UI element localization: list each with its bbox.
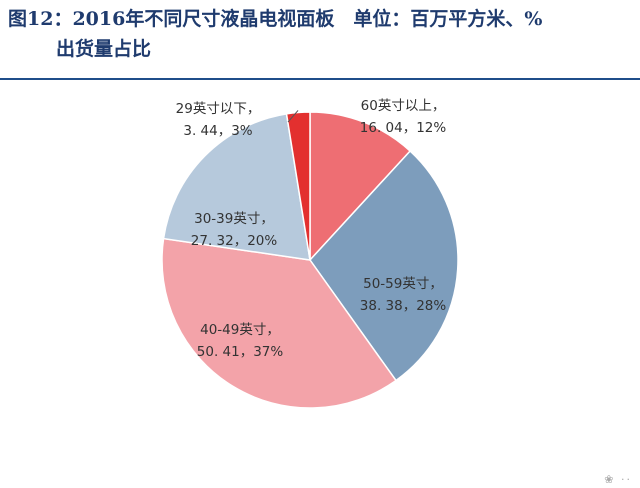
chart-title-block: 图12：2016年不同尺寸液晶电视面板 单位：百万平方米、% 出货量占比	[8, 4, 634, 64]
slice-label: 40-49英寸， 50. 41，37%	[197, 321, 284, 360]
pie-slice	[161, 237, 398, 409]
slice-label: 30-39英寸， 27. 32，20%	[191, 210, 278, 249]
chart-subtitle: 出货量占比	[56, 38, 152, 60]
pie-slice	[309, 111, 412, 262]
chart-title: 图12：2016年不同尺寸液晶电视面板 单位：百万平方米、%	[8, 8, 543, 30]
slice-label: 50-59英寸， 38. 38，28%	[360, 275, 447, 314]
pie-slice	[309, 149, 459, 382]
pie-slice	[162, 113, 311, 261]
watermark: ❀ ··	[604, 473, 632, 486]
title-divider	[0, 78, 640, 80]
slice-label: 60英寸以上， 16. 04，12%	[360, 97, 447, 136]
leader-line	[287, 110, 299, 123]
slice-label: 29英寸以下， 3. 44，3%	[176, 100, 261, 139]
pie-chart: 60英寸以上， 16. 04，12% 50-59英寸， 38. 38，28% 40-49…	[161, 97, 459, 409]
pie-slice	[285, 111, 311, 261]
